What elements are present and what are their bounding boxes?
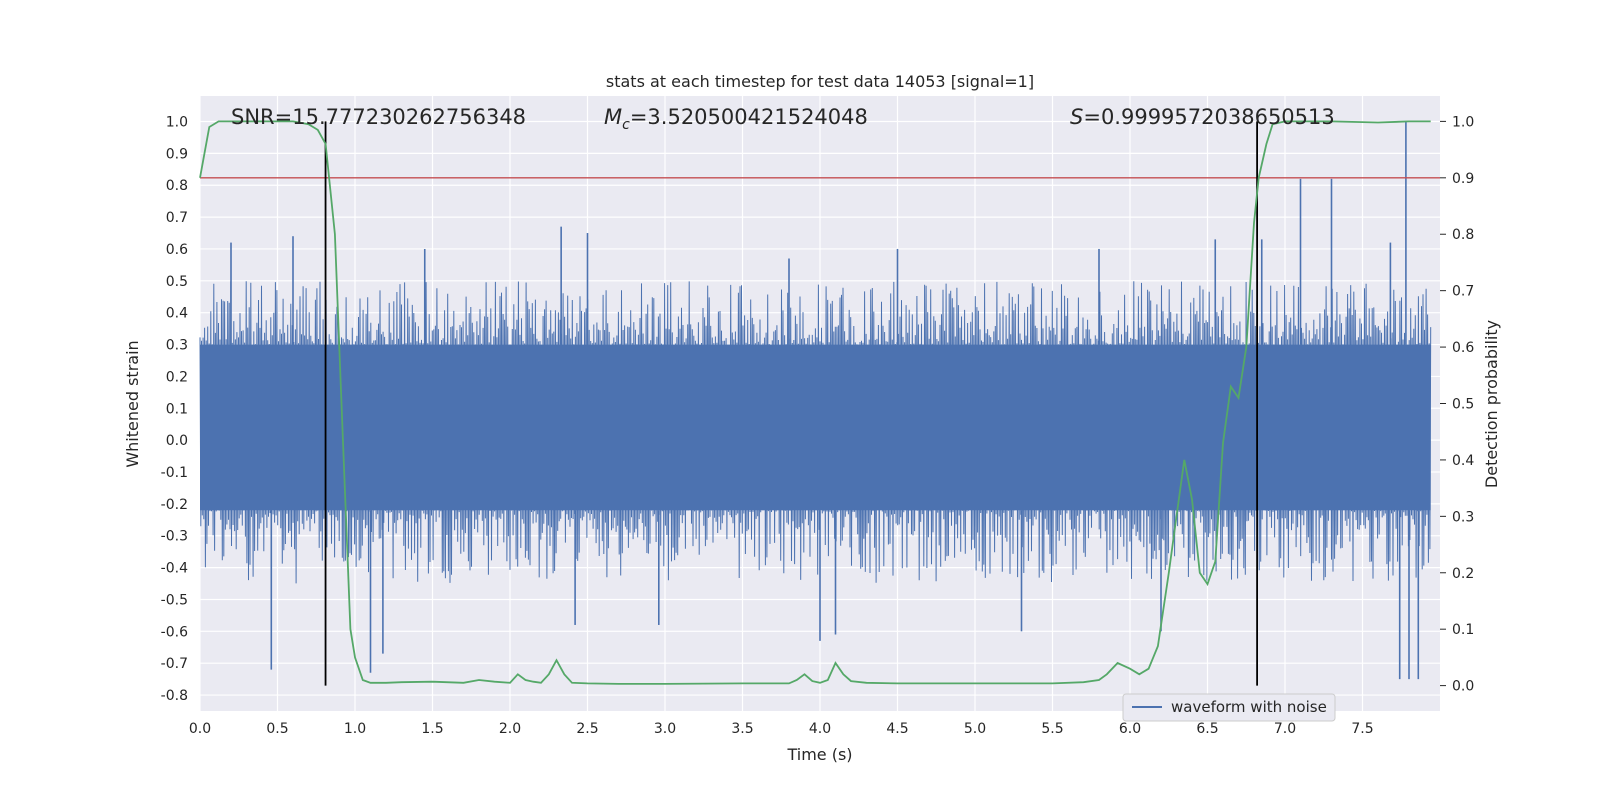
x-tick-label: 0.5 <box>266 721 288 737</box>
s-symbol: S <box>1070 105 1083 129</box>
y2-tick-label: 0.0 <box>1452 679 1474 695</box>
y-tick-label: 0.7 <box>166 210 188 226</box>
y-tick-label: 0.5 <box>166 274 188 290</box>
y-tick-label: 0.0 <box>166 433 188 449</box>
y-tick-label: -0.2 <box>161 497 188 513</box>
y2-tick-labels: 1.0 0.9 0.8 0.7 0.6 0.5 0.4 0.3 0.2 0.1 0.0 <box>1440 114 1474 695</box>
y2-tick-label: 0.2 <box>1452 566 1474 582</box>
y-tick-label: 0.3 <box>166 338 188 354</box>
x-tick-label: 3.5 <box>731 721 753 737</box>
x-tick-label: 6.0 <box>1119 721 1141 737</box>
y2-tick-label: 0.1 <box>1452 622 1474 638</box>
chirp-mass-symbol: M <box>604 105 622 129</box>
legend-label: waveform with noise <box>1171 698 1327 716</box>
chirp-mass-subscript: c <box>622 117 630 133</box>
y-tick-label: -0.4 <box>161 561 188 577</box>
x-tick-label: 3.0 <box>654 721 676 737</box>
y-tick-label: 0.1 <box>166 401 188 417</box>
y-tick-label: 0.4 <box>166 306 188 322</box>
x-tick-label: 1.5 <box>421 721 443 737</box>
y-tick-label: -0.1 <box>161 465 188 481</box>
y-tick-label: 1.0 <box>166 114 188 130</box>
x-tick-label: 5.5 <box>1041 721 1063 737</box>
x-tick-labels: 0.0 0.5 1.0 1.5 2.0 2.5 3.0 3.5 4.0 4.5 5.0 5.5 6.0 6… <box>189 721 1374 737</box>
x-tick-label: 7.5 <box>1351 721 1373 737</box>
probability-line <box>199 120 1431 685</box>
legend-box <box>1122 693 1336 722</box>
chirp-mass-annotation: Mc=3.520500421524048 <box>604 105 868 133</box>
legend: waveform with noise <box>1122 693 1336 722</box>
waveform-core <box>200 344 1431 511</box>
y2-tick-label: 0.8 <box>1452 227 1474 243</box>
y2-axis-label: Detection probability <box>1482 320 1501 488</box>
x-tick-label: 6.5 <box>1196 721 1218 737</box>
chart-title: stats at each timestep for test data 140… <box>606 72 1034 91</box>
y2-tick-label: 0.4 <box>1452 453 1474 469</box>
y2-tick-label: 0.7 <box>1452 284 1474 300</box>
chirp-mass-value: =3.520500421524048 <box>630 105 868 129</box>
y2-tick-label: 1.0 <box>1452 114 1474 130</box>
x-tick-label: 2.0 <box>499 721 521 737</box>
y-tick-label: 0.2 <box>166 369 188 385</box>
overlay-lines <box>199 120 1440 686</box>
x-tick-label: 5.0 <box>964 721 986 737</box>
y2-tick-label: 0.6 <box>1452 340 1474 356</box>
x-tick-label: 4.5 <box>886 721 908 737</box>
x-tick-label: 1.0 <box>344 721 366 737</box>
y-tick-labels: 1.0 0.9 0.8 0.7 0.6 0.5 0.4 0.3 0.2 0.1 0.0 -0.1 -0.… <box>161 114 188 704</box>
y2-tick-label: 0.9 <box>1452 171 1474 187</box>
x-tick-label: 0.0 <box>189 721 211 737</box>
y-tick-label: -0.5 <box>161 592 188 608</box>
y-tick-label: -0.3 <box>161 529 188 545</box>
y-axis-label: Whitened strain <box>123 340 142 467</box>
s-annotation: S=0.9999572038650513 <box>1070 105 1335 129</box>
x-axis-label: Time (s) <box>786 745 852 764</box>
x-tick-label: 2.5 <box>576 721 598 737</box>
x-tick-label: 7.0 <box>1274 721 1296 737</box>
snr-annotation: SNR=15.777230262756348 <box>231 105 526 129</box>
y-tick-label: -0.7 <box>161 656 188 672</box>
y2-tick-label: 0.3 <box>1452 509 1474 525</box>
x-tick-label: 4.0 <box>809 721 831 737</box>
y-tick-label: -0.8 <box>161 688 188 704</box>
y-tick-label: 0.8 <box>166 178 188 194</box>
y2-tick-label: 0.5 <box>1452 397 1474 413</box>
s-value: =0.9999572038650513 <box>1083 105 1334 129</box>
y-tick-label: 0.6 <box>166 242 188 258</box>
y-tick-label: 0.9 <box>166 146 188 162</box>
y-tick-label: -0.6 <box>161 624 188 640</box>
